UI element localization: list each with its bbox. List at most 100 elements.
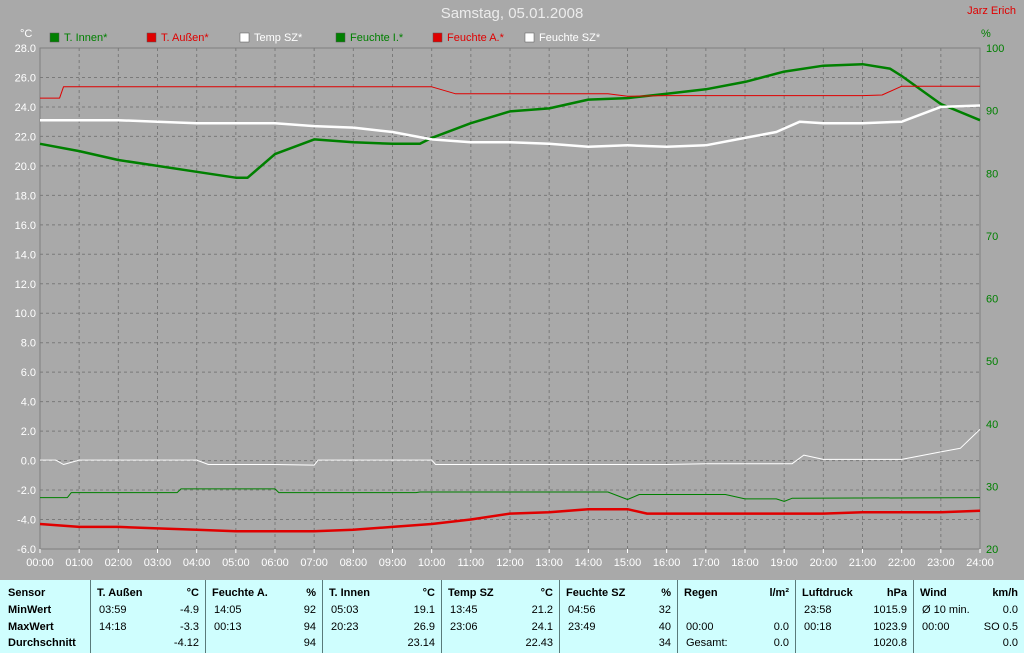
stats-column-unit: %: [661, 587, 671, 599]
stats-column-header: T. Innen: [329, 587, 370, 599]
max-time: 00:13: [214, 621, 242, 633]
right-tick-label: 20: [986, 544, 998, 556]
legend-swatch: [146, 32, 157, 43]
x-tick-label: 23:00: [927, 557, 955, 569]
avg-value: 34: [658, 637, 671, 649]
max-time: 20:23: [331, 621, 359, 633]
min-value: -4.9: [180, 604, 199, 616]
chart-grid: [39, 47, 981, 550]
min-time: 14:05: [214, 604, 242, 616]
sensor-header: Sensor: [8, 587, 46, 599]
max-value: 0.0: [773, 621, 789, 633]
legend-swatch: [432, 32, 443, 43]
right-tick-label: 80: [986, 168, 998, 180]
left-tick-label: 8.0: [21, 338, 36, 350]
stats-column-header: T. Außen: [97, 587, 143, 599]
min-value: 19.1: [413, 604, 435, 616]
avg-value: 22.43: [525, 637, 553, 649]
max-time: 14:18: [99, 621, 127, 633]
avg-caption: Gesamt:: [686, 637, 728, 649]
max-value: 24.1: [531, 621, 553, 633]
series-line-feuchte-a: [40, 85, 980, 99]
min-value: 0.0: [1002, 604, 1018, 616]
chart-legend: T. Innen* T. Außen* Temp SZ* Feuchte I.* Feu…: [49, 32, 601, 44]
min-time: Ø 10 min.: [922, 604, 970, 616]
stats-column: Temp SZ °C 13:45 21.2 23:06 24.1 22.43: [442, 580, 560, 653]
min-value: 92: [303, 604, 316, 616]
right-axis-unit: %: [981, 28, 991, 40]
stats-column: Feuchte A.% 14:05 92 00:13 94 94: [206, 580, 323, 653]
x-tick-label: 04:00: [183, 557, 211, 569]
x-tick-label: 05:00: [222, 557, 250, 569]
stats-column: T. Innen °C 05:03 19.1 20:23 26.9 23.14: [323, 580, 442, 653]
plot-area: [39, 47, 981, 550]
right-tick-label: 100: [986, 43, 1004, 55]
series-line-feuchte-sz: [40, 429, 981, 466]
left-tick-label: 18.0: [15, 190, 36, 202]
x-tick-label: 15:00: [614, 557, 642, 569]
stats-column-unit: °C: [540, 587, 553, 599]
min-time: 05:03: [331, 604, 359, 616]
x-axis-ticks: 00:00 01:00 02:00 03:00 04:00 05:00 06:00 07:00…: [26, 549, 994, 569]
stats-column-header: Luftdruck: [802, 587, 853, 599]
author-label: Jarz Erich: [967, 5, 1016, 17]
right-tick-label: 50: [986, 356, 998, 368]
left-tick-label: 16.0: [15, 220, 36, 232]
stats-column-unit: km/h: [992, 587, 1018, 599]
stats-column-header: Feuchte A.: [212, 587, 268, 599]
left-tick-label: -6.0: [17, 544, 36, 556]
max-value: -3.3: [180, 621, 199, 633]
avg-value: -4.12: [173, 637, 199, 649]
left-tick-label: 26.0: [15, 72, 36, 84]
left-tick-label: 2.0: [21, 426, 36, 438]
legend-swatch: [335, 32, 346, 43]
max-value: SO 0.5: [983, 621, 1018, 633]
max-value: 1023.9: [873, 621, 907, 633]
x-tick-label: 03:00: [144, 557, 172, 569]
left-tick-label: 20.0: [15, 161, 36, 173]
left-axis-unit: °C: [20, 28, 32, 40]
left-tick-label: -2.0: [17, 485, 36, 497]
left-tick-label: 0.0: [21, 456, 36, 468]
stats-column: Wind km/h Ø 10 min. 0.0 00:00 SO 0.5 0.0: [914, 580, 1024, 653]
left-tick-label: 28.0: [15, 43, 36, 55]
avg-value: 0.0: [1002, 637, 1018, 649]
min-value: 32: [658, 604, 671, 616]
max-time: 23:06: [450, 621, 478, 633]
x-tick-label: 02:00: [105, 557, 133, 569]
min-time: 23:58: [804, 604, 832, 616]
x-tick-label: 10:00: [418, 557, 446, 569]
stats-column-unit: °C: [422, 587, 435, 599]
legend-swatch: [524, 32, 535, 43]
x-tick-label: 13:00: [535, 557, 563, 569]
x-tick-label: 09:00: [379, 557, 407, 569]
max-time: 00:00: [686, 621, 714, 633]
max-value: 26.9: [413, 621, 435, 633]
stats-column: Feuchte SZ% 04:56 32 23:49 40 34: [560, 580, 678, 653]
right-tick-label: 30: [986, 481, 998, 493]
left-tick-label: 24.0: [15, 102, 36, 114]
stats-column-unit: %: [306, 587, 316, 599]
avg-value: 23.14: [407, 637, 435, 649]
x-tick-label: 14:00: [575, 557, 603, 569]
legend-label: T. Außen*: [161, 32, 209, 44]
stats-column-unit: hPa: [886, 587, 907, 599]
x-tick-label: 08:00: [340, 557, 368, 569]
stats-column: Regen l/m² 00:00 0.0 Gesamt: 0.0: [678, 580, 796, 653]
legend-label: Feuchte A.*: [447, 32, 505, 44]
x-tick-label: 21:00: [849, 557, 877, 569]
series-line-t-au-en: [39, 507, 981, 533]
x-tick-label: 22:00: [888, 557, 916, 569]
min-time: 03:59: [99, 604, 127, 616]
legend-label: T. Innen*: [64, 32, 108, 44]
left-tick-label: 12.0: [15, 279, 36, 291]
max-label: MaxWert: [8, 621, 54, 633]
chart-title: Samstag, 05.01.2008: [440, 5, 584, 22]
left-tick-label: 22.0: [15, 131, 36, 143]
chart-series: [39, 62, 981, 533]
avg-value: 0.0: [773, 637, 789, 649]
left-axis-ticks: -6.0 -4.0 -2.0 0.0 2.0 4.0 6.0 8.0 10.0 12.0 14.0 1…: [15, 43, 36, 556]
left-tick-label: 10.0: [15, 308, 36, 320]
x-tick-label: 11:00: [457, 557, 484, 569]
min-value: 1015.9: [873, 604, 907, 616]
